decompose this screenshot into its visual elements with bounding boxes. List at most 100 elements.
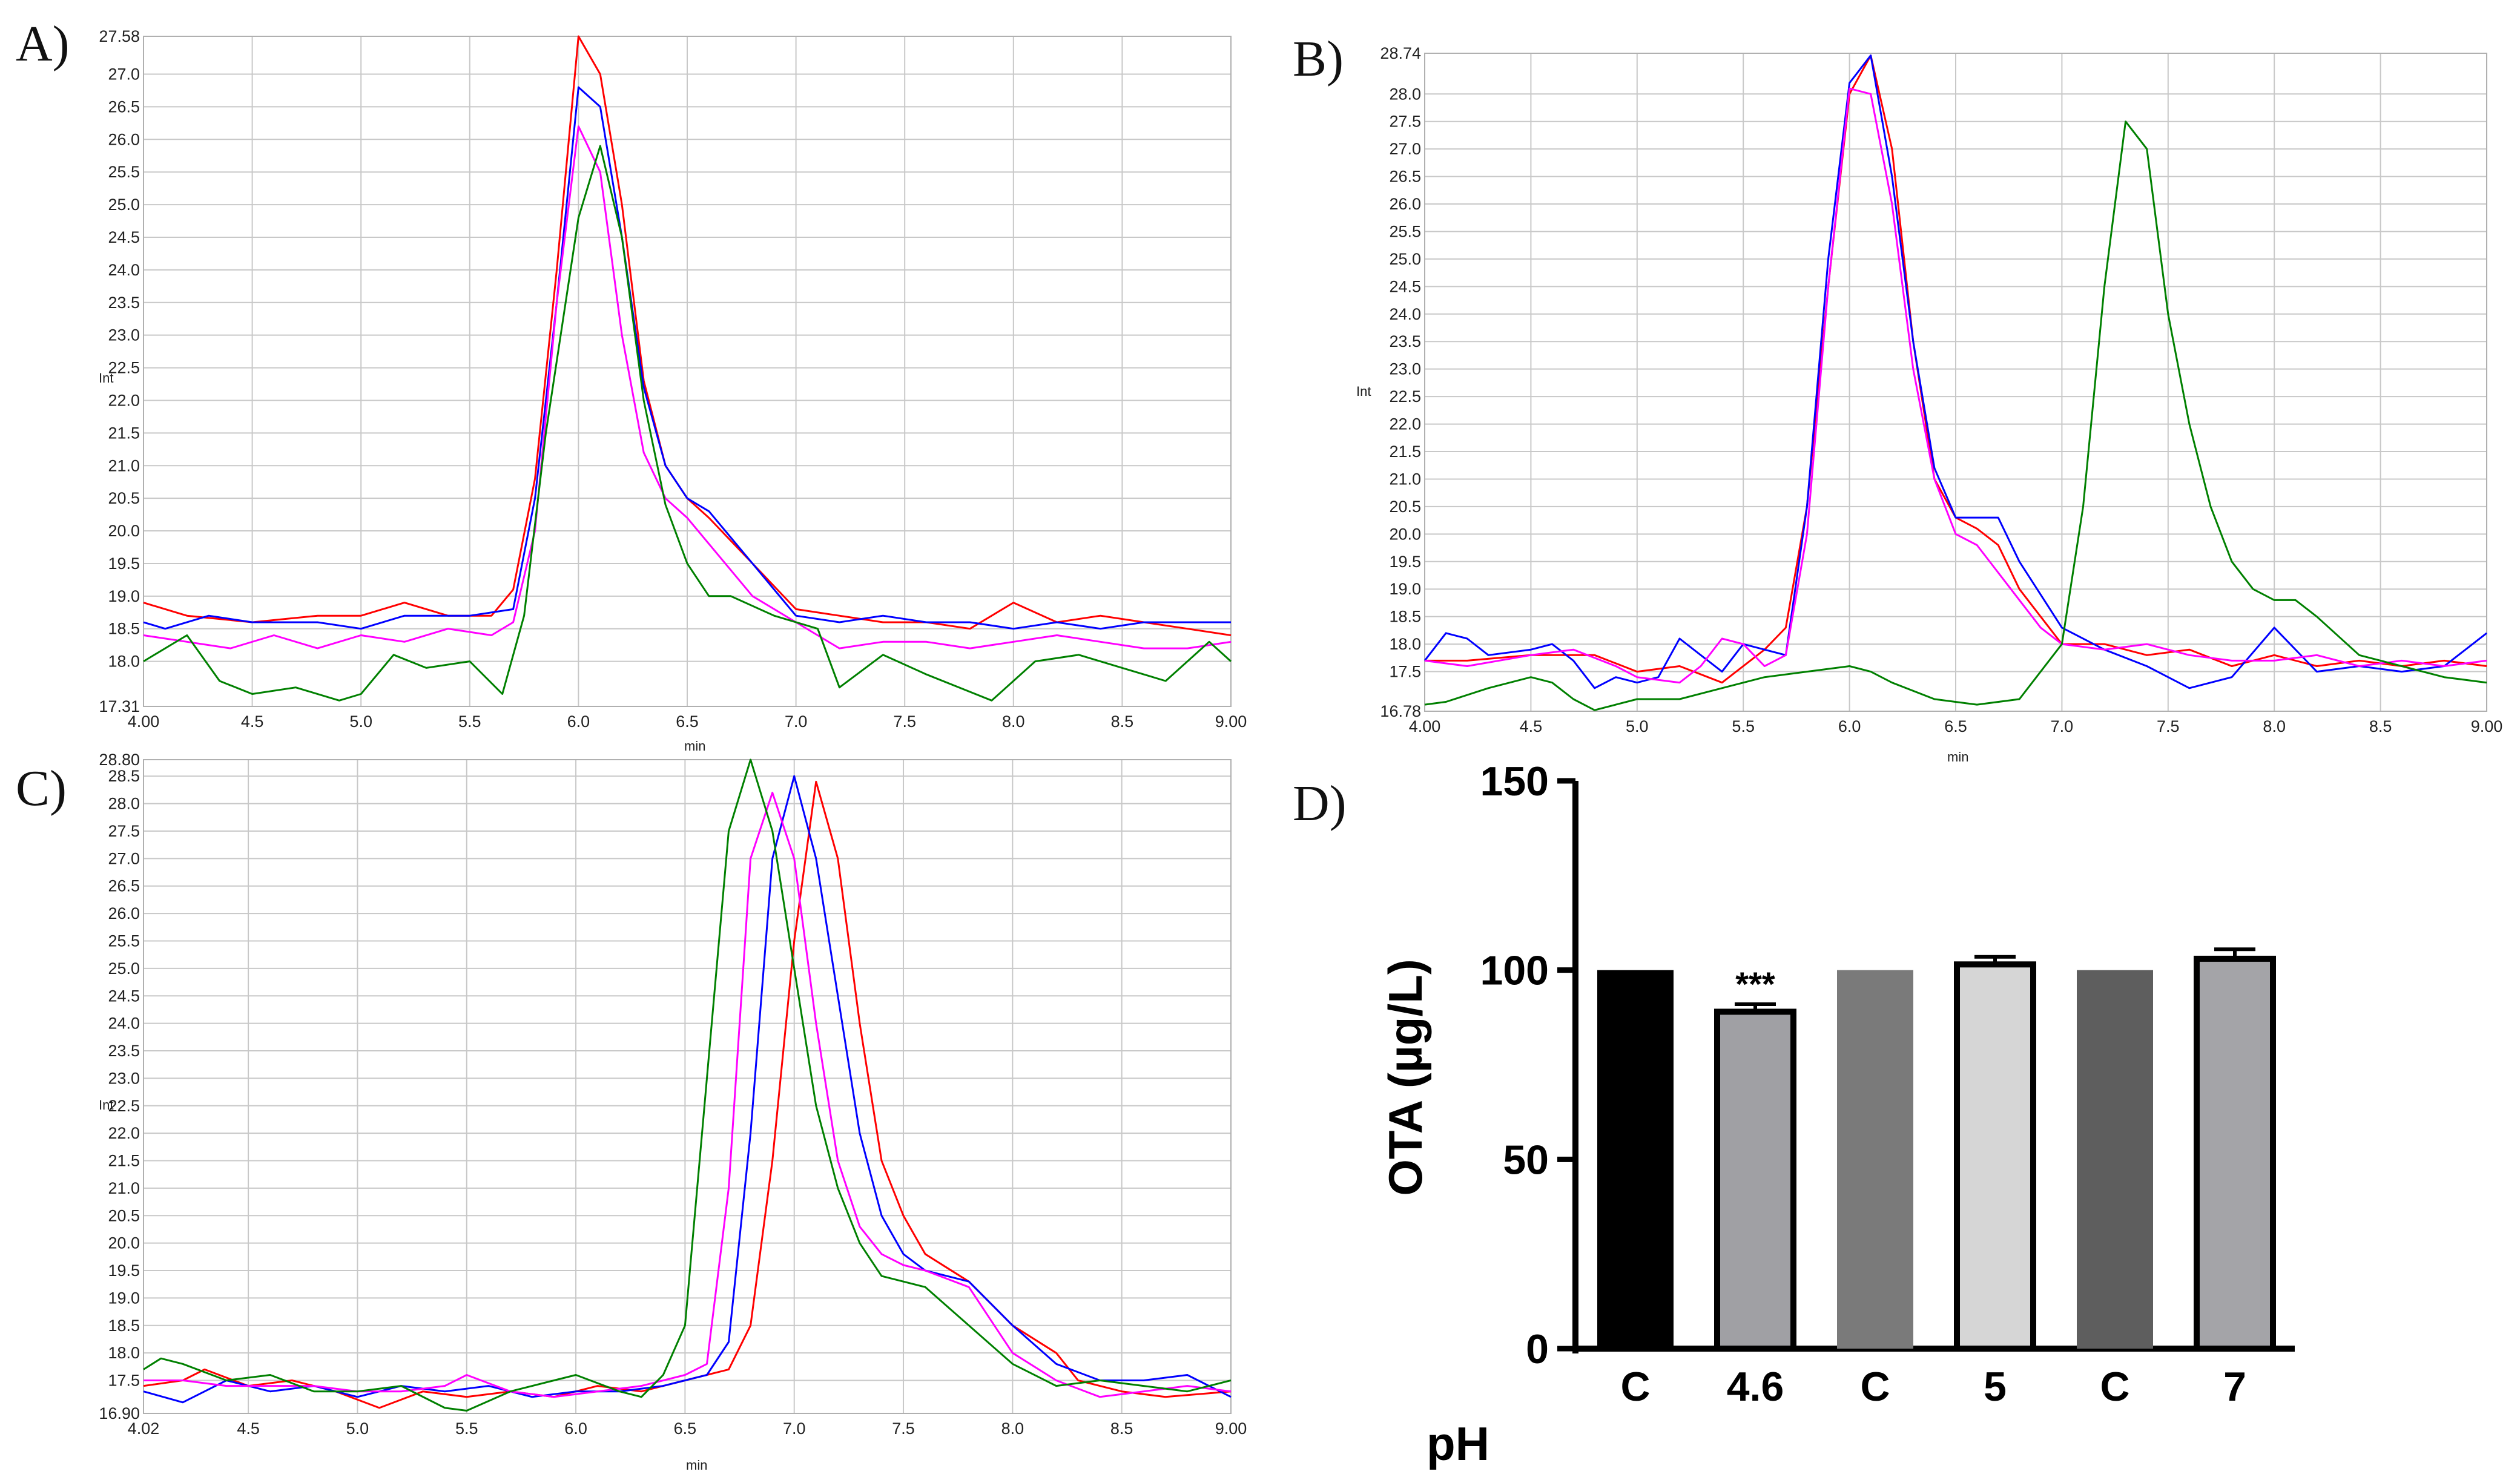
y-tick-label-a: 25.0: [108, 196, 140, 214]
y-tick-label-d: 50: [1503, 1137, 1549, 1183]
x-tick-label-b: 4.5: [1520, 717, 1543, 735]
y-tick-label-a: 23.0: [108, 326, 140, 344]
y-tick-label-a: 24.0: [108, 261, 140, 279]
plot-frame-c: [143, 759, 1232, 1414]
y-tick-label-c: 22.0: [108, 1124, 140, 1142]
x-tick-label-a: 6.5: [676, 712, 699, 731]
y-tick-label-b: 23.5: [1389, 332, 1421, 350]
y-tick-label-a: 23.5: [108, 294, 140, 312]
y-tick-label-b: 24.0: [1389, 305, 1421, 323]
x-tick-label-b: 8.0: [2263, 717, 2286, 735]
x-tick-label-b: 7.5: [2157, 717, 2180, 735]
series-line-blue-b: [1423, 54, 2487, 689]
y-tick-label-b: 25.0: [1389, 250, 1421, 268]
y-tick-label-b: 28.74: [1380, 44, 1421, 62]
y-tick-label-c: 23.0: [108, 1069, 140, 1087]
x-tick-label-a: 8.5: [1111, 712, 1134, 731]
x-tick-label-d: 4.6: [1727, 1364, 1784, 1410]
y-tick-label-a: 20.0: [108, 522, 140, 540]
x-axis-label-c: min: [686, 1458, 707, 1473]
y-tick-label-a: 19.0: [108, 587, 140, 605]
y-tick-label-a: 27.58: [99, 27, 140, 45]
x-tick-label-c: 5.5: [455, 1419, 478, 1438]
y-axis-label-d: OTA (µg/L): [1379, 959, 1432, 1196]
x-axis-label-b: min: [1947, 749, 1968, 765]
panel-label-d: D): [1293, 775, 1347, 832]
y-tick-label-a: 18.5: [108, 620, 140, 638]
x-tick-label-a: 7.5: [893, 712, 916, 731]
bar-1: [1714, 1008, 1796, 1352]
y-tick-label-b: 19.0: [1389, 580, 1421, 598]
significance-annotation: ***: [1735, 965, 1775, 1003]
x-tick-label-d: 7: [2223, 1364, 2246, 1410]
series-line-red-b: [1425, 54, 2487, 684]
y-tick-label-c: 28.5: [108, 767, 140, 785]
y-tick-label-c: 18.5: [108, 1317, 140, 1335]
y-tick-label-b: 22.0: [1389, 415, 1421, 433]
y-tick-label-c: 19.5: [108, 1261, 140, 1280]
y-tick-label-a: 22.5: [108, 359, 140, 377]
y-tick-label-c: 24.5: [108, 987, 140, 1005]
y-tick-label-b: 20.5: [1389, 498, 1421, 516]
y-axis-label-a: Int: [99, 370, 113, 386]
series-line-magenta-c: [143, 792, 1232, 1398]
series-line-red-c: [143, 780, 1232, 1409]
series-line-green-b: [1424, 120, 2487, 711]
x-tick-label-a: 4.00: [128, 712, 160, 731]
y-tick-label-b: 24.5: [1389, 277, 1421, 295]
bar-chart-panel-d: D) 0 50 100 150 C 4.6 C 5 C 7 *** pH OTA (µg/L): [1293, 758, 2295, 1470]
y-axis-label-c: Int: [99, 1097, 113, 1113]
series-line-magenta-b: [1424, 87, 2487, 684]
bar-5: [2194, 955, 2276, 1352]
y-tick-label-c: 27.5: [108, 822, 140, 840]
x-tick-label-d: C: [1620, 1364, 1650, 1410]
x-tick-label-b: 7.0: [2051, 717, 2074, 735]
y-tick-label-a: 22.0: [108, 391, 140, 409]
y-tick-label-a: 21.0: [108, 456, 140, 475]
panel-label-b: B): [1293, 31, 1344, 87]
x-tick-label-c: 7.5: [892, 1419, 915, 1438]
y-tick-label-a: 19.5: [108, 554, 140, 573]
y-tick-label-b: 20.0: [1389, 525, 1421, 543]
x-tick-label-a: 5.5: [458, 712, 481, 731]
series-line-green-c: [143, 758, 1232, 1412]
y-tick-label-b: 22.5: [1389, 387, 1421, 406]
y-tick-label-d: 0: [1526, 1326, 1549, 1372]
x-tick-label-a: 4.5: [241, 712, 264, 731]
chromatogram-panel-b: B) 4.00 4.5 5.0 5.5 6.0 6.5 7.0 7.5 8.0 8.5 9.00 28…: [1293, 31, 2502, 765]
y-tick-label-c: 26.5: [108, 877, 140, 895]
y-tick-label-a: 27.0: [108, 65, 140, 84]
y-tick-label-b: 26.0: [1389, 195, 1421, 213]
bar-0: [1597, 970, 1674, 1349]
y-tick-label-c: 21.0: [108, 1179, 140, 1197]
y-tick-label-c: 23.5: [108, 1042, 140, 1060]
y-tick-label-b: 18.0: [1389, 635, 1421, 653]
y-tick-label-c: 24.0: [108, 1014, 140, 1033]
y-tick-label-c: 25.5: [108, 932, 140, 950]
x-tick-label-b: 8.5: [2369, 717, 2392, 735]
chromatogram-panel-a: A) 4.00 4.5 5.0 5.5 6.0 6.5 7.0 7.5 8.0 8.5 9.00 27…: [16, 16, 1247, 754]
series-line-green-a: [143, 145, 1232, 702]
y-tick-label-c: 27.0: [108, 849, 140, 867]
bar-3: [1954, 961, 2036, 1352]
y-tick-label-b: 25.5: [1389, 222, 1421, 240]
x-tick-label-c: 9.00: [1215, 1419, 1247, 1438]
y-tick-label-d: 100: [1480, 948, 1549, 994]
bar-2: [1837, 970, 1913, 1349]
y-tick-label-c: 16.90: [99, 1404, 140, 1422]
plot-frame-b: [1424, 53, 2487, 712]
y-tick-label-b: 16.78: [1380, 702, 1421, 720]
chromatogram-panel-c: C) 4.02 4.5 5.0 5.5 6.0 6.5 7.0 7.5 8.0 8.5 9.00 28…: [16, 751, 1247, 1473]
x-tick-label-c: 4.5: [237, 1419, 260, 1438]
x-tick-label-b: 4.00: [1409, 717, 1441, 735]
y-tick-label-d: 150: [1480, 758, 1549, 804]
y-tick-label-b: 21.5: [1389, 442, 1421, 461]
y-tick-label-c: 21.5: [108, 1152, 140, 1170]
y-tick-label-c: 20.0: [108, 1234, 140, 1252]
x-tick-label-b: 5.0: [1626, 717, 1649, 735]
y-tick-label-c: 25.0: [108, 959, 140, 978]
y-tick-label-a: 24.5: [108, 228, 140, 246]
panel-label-a: A): [16, 16, 70, 72]
x-tick-label-c: 6.5: [674, 1419, 697, 1438]
y-tick-label-a: 26.5: [108, 97, 140, 116]
